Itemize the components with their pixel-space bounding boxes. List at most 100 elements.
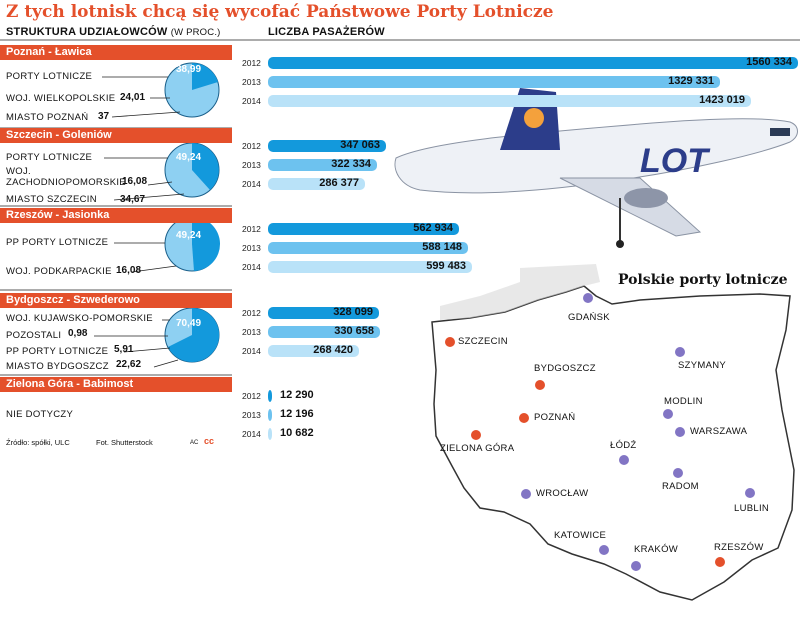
shareholders-header: STRUKTURA UDZIAŁOWCÓW (W PROC.) [6, 26, 221, 38]
plane-livery-text: LOT [640, 142, 711, 180]
passenger-bar-2014 [268, 428, 272, 440]
map-title: Polskie porty lotnicze [618, 272, 788, 288]
passenger-value-label: 286 377 [319, 177, 359, 189]
shareholder-value: 5,91 [114, 344, 134, 355]
shareholder-value: 24,01 [120, 92, 146, 103]
passenger-value-label: 12 196 [280, 408, 314, 420]
plane-fuselage [394, 118, 798, 194]
passenger-bar-2013 [268, 409, 272, 421]
passenger-value-label: 562 934 [413, 222, 453, 234]
passenger-bar-2014 [268, 178, 365, 190]
passengers-header: LICZBA PASAŻERÓW [268, 26, 385, 38]
map-pins-layer [445, 293, 755, 571]
map-pin-icon [663, 409, 673, 419]
shareholder-value: 16,08 [122, 176, 148, 187]
source-note: Źródło: spółki, ULC [6, 438, 70, 447]
city-label: SZCZECIN [458, 336, 508, 347]
bar-year-label: 2014 [242, 262, 261, 272]
map-pin-icon [675, 347, 685, 357]
map-pin-icon [631, 561, 641, 571]
city-label: ZIELONA GÓRA [440, 443, 515, 454]
map-pin-icon [583, 293, 593, 303]
city-label: GDAŃSK [568, 312, 610, 323]
shareholder-value: 22,62 [116, 359, 142, 370]
city-label: BYDGOSZCZ [534, 363, 596, 374]
photo-credit: Fot. Shutterstock [96, 438, 153, 447]
pie-center-value: 49,24 [176, 230, 202, 241]
city-label: WARSZAWA [690, 426, 748, 437]
passenger-bar-2012 [268, 307, 379, 319]
pie-center-value: 49,24 [176, 152, 202, 163]
bar-year-label: 2013 [242, 77, 261, 87]
airport-bar-rzeszow: Rzeszów - Jasionka [0, 208, 232, 223]
passenger-value-label: 347 063 [340, 139, 380, 151]
passenger-bar-2014 [268, 261, 472, 273]
pie-center-value: 38,99 [176, 64, 202, 75]
bar-year-label: 2013 [242, 160, 261, 170]
passenger-bar-2013 [268, 159, 377, 171]
shareholder-label: WOJ. PODKARPACKIE [6, 266, 112, 277]
bar-year-label: 2012 [242, 58, 261, 68]
airport-bar-szczecin: Szczecin - Goleniów [0, 128, 232, 143]
passenger-value-label: 330 658 [334, 325, 374, 337]
plane-wheel [616, 240, 624, 248]
passenger-bar-2012 [268, 223, 459, 235]
shareholders-header-label: STRUKTURA UDZIAŁOWCÓW [6, 26, 168, 38]
passenger-value-label: 1423 019 [699, 94, 745, 106]
shareholder-label: MIASTO BYDGOSZCZ [6, 361, 109, 372]
passenger-value-label: 322 334 [331, 158, 371, 170]
not-applicable-note: NIE DOTYCZY [6, 409, 74, 420]
shareholder-label: WOJ. WIELKOPOLSKIE [6, 93, 116, 104]
pie-rzeszow [164, 216, 221, 272]
airport-bar-bydgoszcz: Bydgoszcz - Szwederowo [0, 293, 232, 308]
passenger-bar-2014 [268, 345, 359, 357]
shareholder-label: WOJ. KUJAWSKO-POMORSKIE [6, 313, 153, 324]
airport-bar-zielona-gora: Zielona Góra - Babimost [0, 377, 232, 392]
map-pin-icon [535, 380, 545, 390]
passenger-value-label: 268 420 [313, 344, 353, 356]
plane-wing [559, 177, 702, 237]
passenger-value-label: 588 148 [422, 241, 462, 253]
shareholder-label: PP PORTY LOTNICZE [6, 346, 109, 357]
shareholder-label: POZOSTALI [6, 330, 62, 341]
pie-center-value: 70,49 [176, 318, 202, 329]
map-pin-icon [675, 427, 685, 437]
bar-year-label: 2012 [242, 391, 261, 401]
passenger-bars-layer [268, 57, 798, 440]
map-pin-icon [521, 489, 531, 499]
city-label: LUBLIN [734, 503, 770, 514]
bar-year-label: 2014 [242, 96, 261, 106]
plane-cockpit-window [770, 128, 790, 136]
cc-logo-icon: cc [204, 436, 215, 446]
baltic-sea [440, 264, 600, 320]
shareholder-value: 34,67 [120, 194, 146, 205]
leader-lines [94, 76, 185, 368]
passenger-value-label: 599 483 [426, 260, 466, 272]
bar-year-label: 2014 [242, 179, 261, 189]
shareholders-header-unit: (W PROC.) [170, 27, 221, 38]
plane-engine [624, 188, 668, 208]
city-label: WROCŁAW [536, 488, 589, 499]
infographic-title: Z tych lotnisk chcą się wycofać Państwow… [6, 2, 554, 22]
shareholder-value: 37 [98, 111, 110, 122]
map-pin-icon [519, 413, 529, 423]
shareholder-label: PORTY LOTNICZE [6, 71, 93, 82]
city-label: KATOWICE [554, 530, 607, 541]
bar-year-label: 2014 [242, 346, 261, 356]
bar-year-label: 2013 [242, 410, 261, 420]
passenger-value-label: 328 099 [333, 306, 373, 318]
city-label: MODLIN [664, 396, 703, 407]
map-pin-icon [445, 337, 455, 347]
passenger-value-label: 1329 331 [668, 75, 714, 87]
bar-year-label: 2013 [242, 243, 261, 253]
passenger-bar-2013 [268, 242, 468, 254]
map-pin-icon [619, 455, 629, 465]
passenger-bar-2014 [268, 95, 751, 107]
passenger-value-label: 12 290 [280, 389, 314, 401]
passenger-bar-2012 [268, 140, 386, 152]
shareholder-label: MIASTO SZCZECIN [6, 194, 97, 205]
map-pin-icon [471, 430, 481, 440]
map-pin-icon [673, 468, 683, 478]
city-label: RZESZÓW [714, 542, 764, 553]
